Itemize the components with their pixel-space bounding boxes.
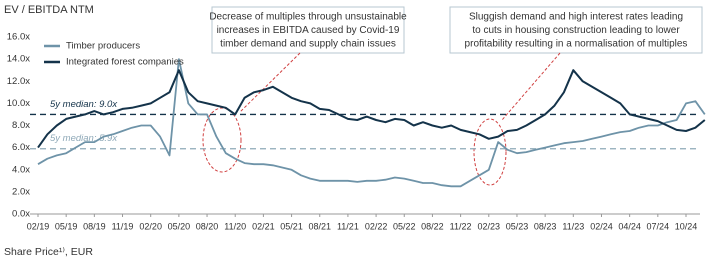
y-tick-label: 12.0x — [7, 76, 30, 87]
x-tick-label: 02/21 — [252, 221, 275, 231]
y-tick-label: 0.0x — [12, 209, 30, 220]
x-tick-label: 08/20 — [196, 221, 219, 231]
x-tick-label: 05/20 — [168, 221, 191, 231]
y-tick-label: 16.0x — [7, 32, 30, 43]
highlight-ellipse — [202, 107, 242, 173]
y-tick-label: 6.0x — [12, 142, 30, 153]
median-label: 5y median: 5.9x — [50, 133, 118, 144]
annotation-text: profitability resulting in a normalisati… — [465, 39, 688, 50]
annotation-text: Sluggish demand and high interest rates … — [469, 12, 683, 23]
x-tick-label: 11/19 — [112, 221, 134, 231]
x-tick-label: 02/19 — [27, 221, 50, 231]
annotation-text: timber demand and supply chain issues — [220, 39, 396, 50]
x-tick-label: 11/20 — [224, 221, 246, 231]
y-tick-label: 8.0x — [12, 120, 30, 131]
highlight-ellipse — [473, 118, 507, 186]
y-tick-label: 2.0x — [12, 186, 30, 197]
annotation-box — [449, 6, 703, 54]
x-tick-label: 05/22 — [393, 221, 416, 231]
x-tick-label: 05/23 — [506, 221, 529, 231]
legend-label: Integrated forest companies — [66, 57, 184, 68]
x-tick-label: 11/22 — [450, 221, 472, 231]
y-tick-label: 4.0x — [12, 164, 30, 175]
annotation-text: to cuts in housing construction leading … — [472, 25, 680, 36]
x-tick-label: 08/23 — [534, 221, 557, 231]
annotation-connector — [239, 52, 301, 113]
chart-title: EV / EBITDA NTM — [4, 4, 94, 16]
x-tick-label: 08/21 — [308, 221, 331, 231]
annotation-text: increases in EBITDA caused by Covid-19 — [217, 25, 400, 36]
x-tick-label: 04/24 — [618, 221, 641, 231]
legend-label: Timber producers — [66, 41, 140, 52]
x-tick-label: 08/22 — [421, 221, 444, 231]
series-line — [37, 58, 706, 188]
y-tick-label: 14.0x — [7, 54, 30, 65]
x-tick-label: 07/24 — [647, 221, 670, 231]
chart-footer: Share Price¹⁾, EUR — [4, 246, 93, 258]
x-tick-label: 02/22 — [365, 221, 388, 231]
x-tick-label: 02/24 — [590, 221, 613, 231]
series-line — [37, 69, 706, 149]
x-tick-label: 05/21 — [280, 221, 303, 231]
x-tick-label: 02/20 — [139, 221, 162, 231]
x-tick-label: 11/21 — [337, 221, 359, 231]
x-tick-label: 11/23 — [562, 221, 584, 231]
x-tick-label: 02/23 — [478, 221, 501, 231]
y-tick-label: 10.0x — [7, 98, 30, 109]
x-tick-label: 05/19 — [55, 221, 78, 231]
median-label: 5y median: 9.0x — [50, 99, 118, 110]
annotation-text: Decrease of multiples through unsustaina… — [209, 12, 407, 23]
x-tick-label: 10/24 — [675, 221, 698, 231]
annotation-box — [211, 6, 405, 54]
x-tick-label: 08/19 — [83, 221, 106, 231]
